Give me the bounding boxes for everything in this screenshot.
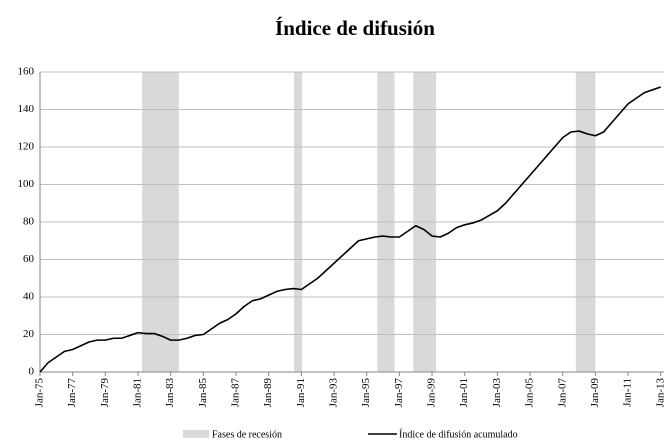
x-tick-label: Jan-79	[99, 378, 111, 408]
y-tick-label: 160	[18, 66, 35, 78]
x-tick-label: Jan-89	[262, 378, 274, 408]
x-tick-label: Jan-83	[164, 378, 176, 408]
y-tick-label: 80	[23, 216, 35, 228]
legend-swatch	[183, 430, 209, 438]
x-tick-label: Jan-75	[34, 378, 46, 408]
chart-title: Índice de difusión	[275, 16, 435, 40]
x-tick-label: Jan-13	[654, 378, 666, 408]
x-tick-label: Jan-07	[556, 378, 568, 408]
y-tick-label: 140	[18, 103, 35, 115]
x-tick-label: Jan-91	[295, 378, 307, 407]
y-tick-label: 40	[23, 291, 35, 303]
legend-text: Fases de recesión	[212, 429, 282, 440]
x-tick-label: Jan-95	[360, 378, 372, 408]
x-tick-label: Jan-93	[328, 378, 340, 408]
y-tick-label: 0	[29, 366, 35, 378]
legend-text: Índice de difusión acumulado	[399, 428, 518, 440]
x-tick-label: Jan-03	[491, 378, 503, 408]
data-line	[39, 86, 661, 373]
x-tick-label: Jan-81	[132, 378, 144, 407]
x-tick-label: Jan-11	[622, 378, 634, 407]
y-tick-label: 60	[23, 253, 35, 265]
y-tick-label: 20	[23, 328, 35, 340]
x-tick-label: Jan-85	[197, 378, 209, 408]
y-tick-label: 100	[18, 178, 35, 190]
x-tick-label: Jan-09	[589, 378, 601, 408]
x-tick-label: Jan-99	[426, 378, 438, 408]
x-tick-label: Jan-97	[393, 378, 405, 408]
x-tick-label: Jan-05	[524, 378, 536, 408]
x-tick-label: Jan-01	[458, 378, 470, 407]
x-tick-label: Jan-77	[66, 378, 78, 408]
y-tick-label: 120	[18, 141, 35, 153]
x-tick-label: Jan-87	[230, 378, 242, 408]
